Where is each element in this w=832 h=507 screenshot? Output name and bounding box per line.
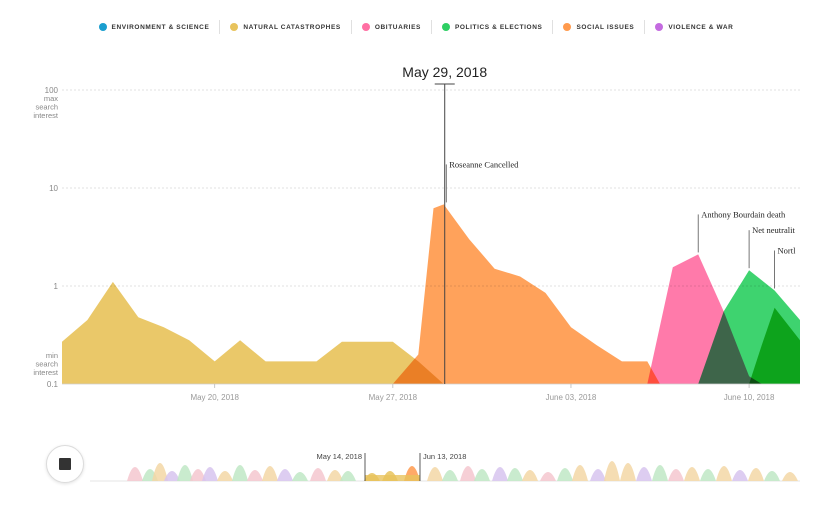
stop-icon bbox=[59, 458, 71, 470]
timeline-scrubber: May 14, 2018 Jun 13, 2018 bbox=[90, 452, 800, 482]
y-min-label: interest bbox=[33, 368, 59, 377]
timeline-bump bbox=[492, 467, 508, 481]
legend-swatch bbox=[98, 23, 107, 31]
legend-label: NATURAL CATASTROPHES bbox=[243, 23, 341, 31]
timeline-bump bbox=[764, 471, 780, 481]
timeline-start-label: May 14, 2018 bbox=[317, 452, 362, 461]
timeline-bump bbox=[522, 470, 538, 481]
timeline-bump bbox=[152, 463, 168, 481]
timeline-bump bbox=[427, 467, 443, 481]
timeline-bump bbox=[202, 467, 218, 481]
timeline-bump bbox=[460, 466, 476, 481]
legend-swatch bbox=[655, 23, 664, 31]
legend-item[interactable]: SOCIAL ISSUES bbox=[553, 20, 646, 34]
legend-label: OBITUARIES bbox=[374, 23, 421, 31]
timeline-bump bbox=[590, 469, 606, 481]
timeline-bump bbox=[668, 469, 684, 481]
timeline-bump bbox=[177, 465, 193, 481]
x-tick-label: May 20, 2018 bbox=[190, 393, 239, 402]
legend-item[interactable]: VIOLENCE & WAR bbox=[645, 20, 743, 34]
timeline-bump bbox=[247, 470, 263, 481]
legend-swatch bbox=[563, 23, 572, 31]
timeline-bump bbox=[748, 468, 764, 481]
y-tick-label: 10 bbox=[49, 184, 58, 193]
timeline-bump bbox=[700, 469, 716, 481]
chart-areas bbox=[62, 204, 800, 384]
annotation-label: Nortl bbox=[778, 245, 797, 255]
y-tick-label: 100 bbox=[45, 86, 59, 95]
legend-label: SOCIAL ISSUES bbox=[576, 23, 635, 31]
legend-label: VIOLENCE & WAR bbox=[668, 23, 734, 31]
legend: ENVIRONMENT & SCIENCE NATURAL CATASTROPHE… bbox=[0, 20, 832, 34]
area-series bbox=[392, 204, 660, 384]
y-axis: 1001010.1maxsearchinterestminsearchinter… bbox=[33, 86, 59, 389]
legend-item[interactable]: POLITICS & ELECTIONS bbox=[432, 20, 554, 34]
y-min-label: min bbox=[46, 351, 58, 360]
annotation-label: Net neutralit bbox=[752, 225, 795, 235]
timeline-bump bbox=[262, 466, 278, 481]
legend-swatch bbox=[361, 23, 370, 31]
x-axis: May 20, 2018 May 27, 2018 June 03, 2018 Jun… bbox=[62, 383, 800, 402]
timeline-end-label: Jun 13, 2018 bbox=[423, 452, 466, 461]
timeline-bump bbox=[557, 468, 573, 481]
timeline-bump bbox=[164, 471, 180, 481]
annotation-label: Roseanne Cancelled bbox=[449, 159, 519, 169]
x-tick-label: June 03, 2018 bbox=[546, 393, 597, 402]
timeline-bump bbox=[620, 463, 636, 481]
legend-item[interactable]: OBITUARIES bbox=[352, 20, 432, 34]
timeline-bump bbox=[732, 470, 748, 481]
timeline-bump bbox=[190, 469, 206, 481]
y-min-label: search bbox=[35, 360, 58, 369]
timeline-bump bbox=[217, 471, 233, 481]
timeline-bump bbox=[340, 471, 356, 481]
timeline-bump bbox=[292, 472, 308, 481]
timeline-bump bbox=[540, 472, 556, 481]
timeline-bump bbox=[277, 469, 293, 481]
legend-item[interactable]: ENVIRONMENT & SCIENCE bbox=[89, 20, 221, 34]
timeline-bump bbox=[232, 465, 248, 481]
timeline-bump bbox=[652, 465, 668, 481]
timeline-bump bbox=[782, 472, 798, 481]
timeline-bump bbox=[310, 468, 326, 481]
timeline-bump bbox=[507, 468, 523, 481]
y-tick-label: 0.1 bbox=[47, 380, 59, 389]
y-tick-label: 1 bbox=[54, 282, 59, 291]
legend-swatch bbox=[441, 23, 450, 31]
legend-label: POLITICS & ELECTIONS bbox=[454, 23, 543, 31]
legend-item[interactable]: NATURAL CATASTROPHES bbox=[220, 20, 352, 34]
x-tick-label: May 27, 2018 bbox=[369, 393, 418, 402]
timeline-bump bbox=[684, 467, 700, 481]
timeline-bump bbox=[604, 461, 620, 481]
timeline-window-fill bbox=[365, 475, 420, 481]
legend-swatch bbox=[230, 23, 239, 31]
annotation-label: Anthony Bourdain death bbox=[701, 209, 786, 219]
timeline-bump bbox=[442, 470, 458, 481]
timeline-bump bbox=[127, 467, 143, 481]
area-series bbox=[62, 281, 444, 384]
y-max-label: max bbox=[44, 94, 58, 103]
timeline-bump bbox=[636, 467, 652, 481]
annotations: Roseanne Cancelled Anthony Bourdain death… bbox=[445, 159, 797, 289]
y-max-label: interest bbox=[33, 111, 59, 120]
cursor-date-label: May 29, 2018 bbox=[402, 64, 487, 80]
date-cursor: May 29, 2018 bbox=[402, 64, 487, 384]
timeline-bump bbox=[572, 465, 588, 481]
x-tick-label: June 10, 2018 bbox=[724, 393, 775, 402]
timeline-bump bbox=[716, 466, 732, 481]
legend-label: ENVIRONMENT & SCIENCE bbox=[111, 23, 210, 31]
y-max-label: search bbox=[35, 103, 58, 112]
timeline-bump bbox=[327, 470, 343, 481]
stop-button[interactable] bbox=[46, 445, 84, 483]
timeline-bump bbox=[474, 469, 490, 481]
area-series bbox=[749, 307, 800, 384]
